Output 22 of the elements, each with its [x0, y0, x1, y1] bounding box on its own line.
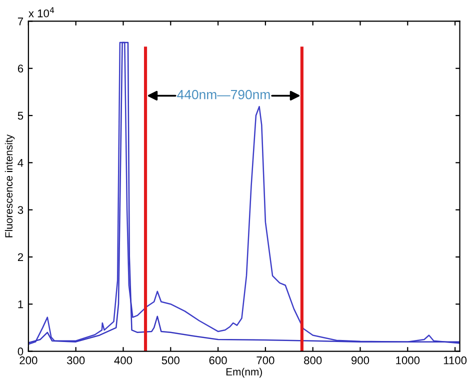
- y-tick-label: 5: [18, 112, 24, 120]
- x-axis-title: Em(nm): [226, 368, 262, 378]
- y-tick-label: 7: [18, 18, 24, 26]
- y-tick-label: 4: [18, 159, 24, 167]
- x-tick-label: 600: [209, 356, 227, 364]
- x-tick-label: 1000: [396, 356, 420, 364]
- y-tick-label: 0: [18, 348, 24, 356]
- x-tick-label: 700: [256, 356, 274, 364]
- text: x 10$^{4}$: [28, 7, 54, 18]
- x-tick-label: 500: [162, 356, 180, 364]
- x-tick-label: 900: [351, 356, 370, 364]
- x-tick-label: 1100: [444, 356, 467, 364]
- x-tick-label: 200: [20, 356, 38, 364]
- x-tick-label: 800: [304, 356, 322, 364]
- x-tick-label: 400: [114, 356, 132, 364]
- x-tick-label: 300: [66, 356, 85, 364]
- y-tick-label: 3: [18, 206, 24, 214]
- y-tick-label: 1: [18, 300, 24, 308]
- annotation: 440nm—790nm: [177, 90, 270, 100]
- y-tick-label: 2: [18, 253, 24, 261]
- y-axis-title: Fluorescence intensity: [4, 134, 15, 238]
- y-tick-label: 6: [18, 64, 24, 73]
